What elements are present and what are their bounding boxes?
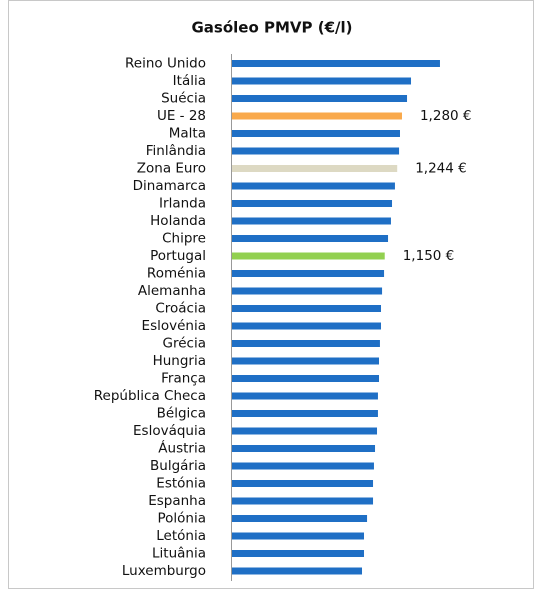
bar: [232, 445, 376, 452]
bar: [232, 427, 378, 435]
bar: [232, 200, 393, 207]
y-tick-label: Portugal: [150, 248, 206, 264]
bar: [232, 497, 374, 505]
y-tick-label: Luxemburgo: [122, 563, 206, 579]
data-label: 1,280 €: [420, 108, 472, 124]
bar: [232, 550, 365, 557]
y-tick-label: Eslováquia: [133, 423, 206, 439]
bar: [232, 480, 374, 487]
y-tick-label: Lituânia: [152, 546, 206, 562]
y-tick-label: Hungria: [153, 353, 206, 369]
y-tick-label: Holanda: [150, 213, 206, 229]
bar: [232, 130, 400, 137]
bar: [232, 567, 363, 575]
y-tick-label: Eslovénia: [142, 318, 206, 334]
y-tick-label: República Checa: [94, 388, 206, 404]
bar: [232, 340, 380, 347]
y-tick-label: Polónia: [157, 511, 206, 527]
data-label: 1,150 €: [403, 248, 455, 264]
bar: [232, 182, 395, 190]
y-tick-label: Dinamarca: [133, 178, 206, 194]
bar: [232, 217, 391, 225]
bar: [232, 357, 380, 365]
y-tick-label: Chipre: [162, 231, 206, 247]
bar: [232, 95, 408, 102]
y-tick-label: Alemanha: [138, 283, 206, 299]
bar: [232, 112, 402, 120]
y-tick-label: Grécia: [163, 336, 206, 352]
bar: [232, 410, 378, 417]
y-tick-label: Bulgária: [150, 458, 206, 474]
y-tick-label: Itália: [173, 73, 206, 89]
bar: [232, 462, 374, 470]
y-tick-label: França: [161, 371, 206, 387]
bar: [232, 270, 385, 277]
y-tick-label: Letónia: [156, 528, 206, 544]
y-tick-label: Irlanda: [159, 196, 206, 212]
bar: [232, 252, 385, 260]
chart-title: Gasóleo PMVP (€/l): [191, 19, 352, 37]
y-tick-label: Espanha: [148, 493, 206, 509]
bar: [232, 305, 382, 312]
bar: [232, 322, 382, 330]
y-tick-label: Croácia: [155, 301, 206, 317]
y-tick-label: Malta: [169, 126, 206, 142]
y-tick-label: Estónia: [156, 476, 206, 492]
bar: [232, 375, 380, 382]
bar: [232, 515, 368, 522]
y-tick-label: Reino Unido: [125, 56, 206, 72]
bar: [232, 165, 398, 172]
y-tick-label: Bélgica: [157, 406, 206, 422]
y-tick-label: Roménia: [147, 266, 206, 282]
bar: [232, 392, 378, 400]
data-label: 1,244 €: [415, 161, 467, 177]
y-tick-label: Zona Euro: [137, 161, 206, 177]
y-tick-label: UE - 28: [157, 108, 206, 124]
bar: [232, 147, 400, 155]
bar: [232, 77, 412, 85]
y-tick-label: Áustria: [158, 440, 206, 457]
y-tick-label: Finlândia: [146, 143, 206, 159]
bar: [232, 287, 383, 295]
frame: [8, 0, 534, 589]
y-tick-label: Suécia: [161, 91, 206, 107]
bar: [232, 235, 389, 242]
bar: [232, 60, 440, 67]
bar: [232, 532, 365, 540]
